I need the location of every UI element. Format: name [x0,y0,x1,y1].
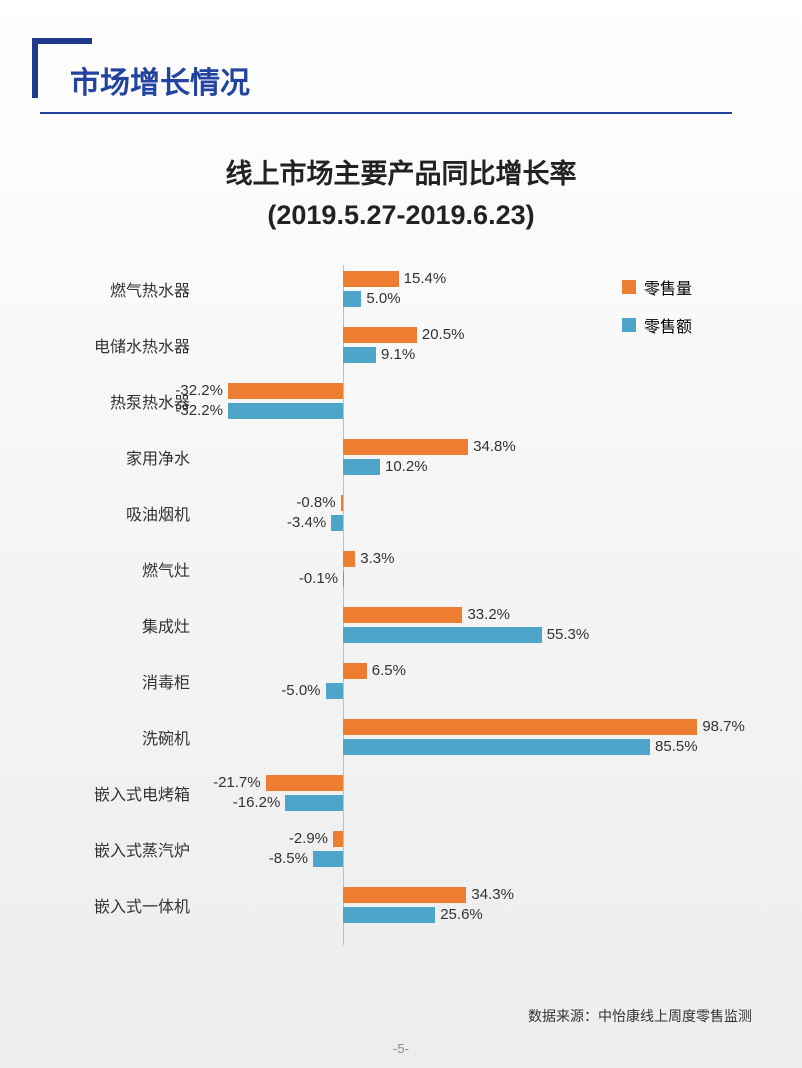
chart-plot-area: 零售量零售额 燃气热水器15.4%5.0%电储水热水器20.5%9.1%热泵热水… [200,265,702,945]
bar-value-label: 98.7% [702,719,745,735]
chart-bar [228,383,343,399]
data-source-label: 数据来源：中怡康线上周度零售监测 [528,1006,752,1026]
chart-bar [343,439,468,455]
chart-category-row: 吸油烟机-0.8%-3.4% [200,495,702,531]
bar-value-label: -21.7% [213,775,261,791]
bar-value-label: -0.1% [299,571,338,587]
chart-bar [228,403,343,419]
bar-value-label: 20.5% [422,327,465,343]
chart-bar [266,775,344,791]
chart-bar [343,719,697,735]
category-label: 集成灶 [40,613,190,637]
chart-bar [343,739,650,755]
chart-bar [343,627,541,643]
chart-title-line2: (2019.5.27-2019.6.23) [40,195,762,236]
bar-value-label: 85.5% [655,739,698,755]
chart-bar [341,495,344,511]
bar-value-label: 15.4% [404,271,447,287]
bar-value-label: 34.8% [473,439,516,455]
chart-bar [343,551,355,567]
bar-value-label: 10.2% [385,459,428,475]
bar-value-label: -32.2% [175,383,223,399]
bar-value-label: -0.8% [296,495,335,511]
category-label: 燃气灶 [40,557,190,581]
category-label: 电储水热水器 [40,333,190,357]
bar-value-label: 34.3% [471,887,514,903]
chart-bar [343,271,398,287]
chart-category-row: 集成灶33.2%55.3% [200,607,702,643]
bar-value-label: 33.2% [467,607,510,623]
bar-value-label: -16.2% [233,795,281,811]
bar-value-label: -2.9% [289,831,328,847]
chart-category-row: 消毒柜6.5%-5.0% [200,663,702,699]
chart-category-row: 嵌入式蒸汽炉-2.9%-8.5% [200,831,702,867]
chart-category-row: 电储水热水器20.5%9.1% [200,327,702,363]
chart-bar [285,795,343,811]
category-label: 吸油烟机 [40,501,190,525]
chart-bar [343,887,466,903]
chart-bar [333,831,343,847]
category-label: 热泵热水器 [40,389,190,413]
chart-bar [313,851,343,867]
chart-bar [343,607,462,623]
bar-value-label: -32.2% [175,403,223,419]
chart-category-row: 嵌入式电烤箱-21.7%-16.2% [200,775,702,811]
category-label: 嵌入式电烤箱 [40,781,190,805]
category-label: 洗碗机 [40,725,190,749]
chart-bar [331,515,343,531]
chart-container: 零售量零售额 燃气热水器15.4%5.0%电储水热水器20.5%9.1%热泵热水… [40,265,762,945]
chart-bar [343,347,376,363]
chart-category-row: 燃气热水器15.4%5.0% [200,271,702,307]
chart-bar [343,291,361,307]
bar-value-label: 5.0% [366,291,400,307]
category-label: 家用净水 [40,445,190,469]
bar-value-label: 3.3% [360,551,394,567]
chart-title-line1: 线上市场主要产品同比增长率 [40,154,762,195]
chart-bar [326,683,344,699]
bar-value-label: -8.5% [269,851,308,867]
chart-category-row: 家用净水34.8%10.2% [200,439,702,475]
bar-value-label: 9.1% [381,347,415,363]
category-label: 嵌入式蒸汽炉 [40,837,190,861]
bar-value-label: -3.4% [287,515,326,531]
chart-bar [343,663,366,679]
bar-value-label: 55.3% [547,627,590,643]
chart-category-row: 热泵热水器-32.2%-32.2% [200,383,702,419]
category-label: 燃气热水器 [40,277,190,301]
section-title-block: 市场增长情况 [40,50,762,114]
bar-value-label: 6.5% [372,663,406,679]
chart-bar [343,327,417,343]
chart-bar [343,907,435,923]
chart-category-row: 嵌入式一体机34.3%25.6% [200,887,702,923]
bar-value-label: -5.0% [281,683,320,699]
chart-category-row: 燃气灶3.3%-0.1% [200,551,702,587]
title-bracket-decoration [32,38,92,98]
chart-bar [343,459,380,475]
category-label: 嵌入式一体机 [40,893,190,917]
bar-value-label: 25.6% [440,907,483,923]
chart-title: 线上市场主要产品同比增长率 (2019.5.27-2019.6.23) [40,154,762,235]
chart-category-row: 洗碗机98.7%85.5% [200,719,702,755]
page-number: -5- [393,1041,409,1056]
section-title: 市场增长情况 [40,50,732,114]
category-label: 消毒柜 [40,669,190,693]
